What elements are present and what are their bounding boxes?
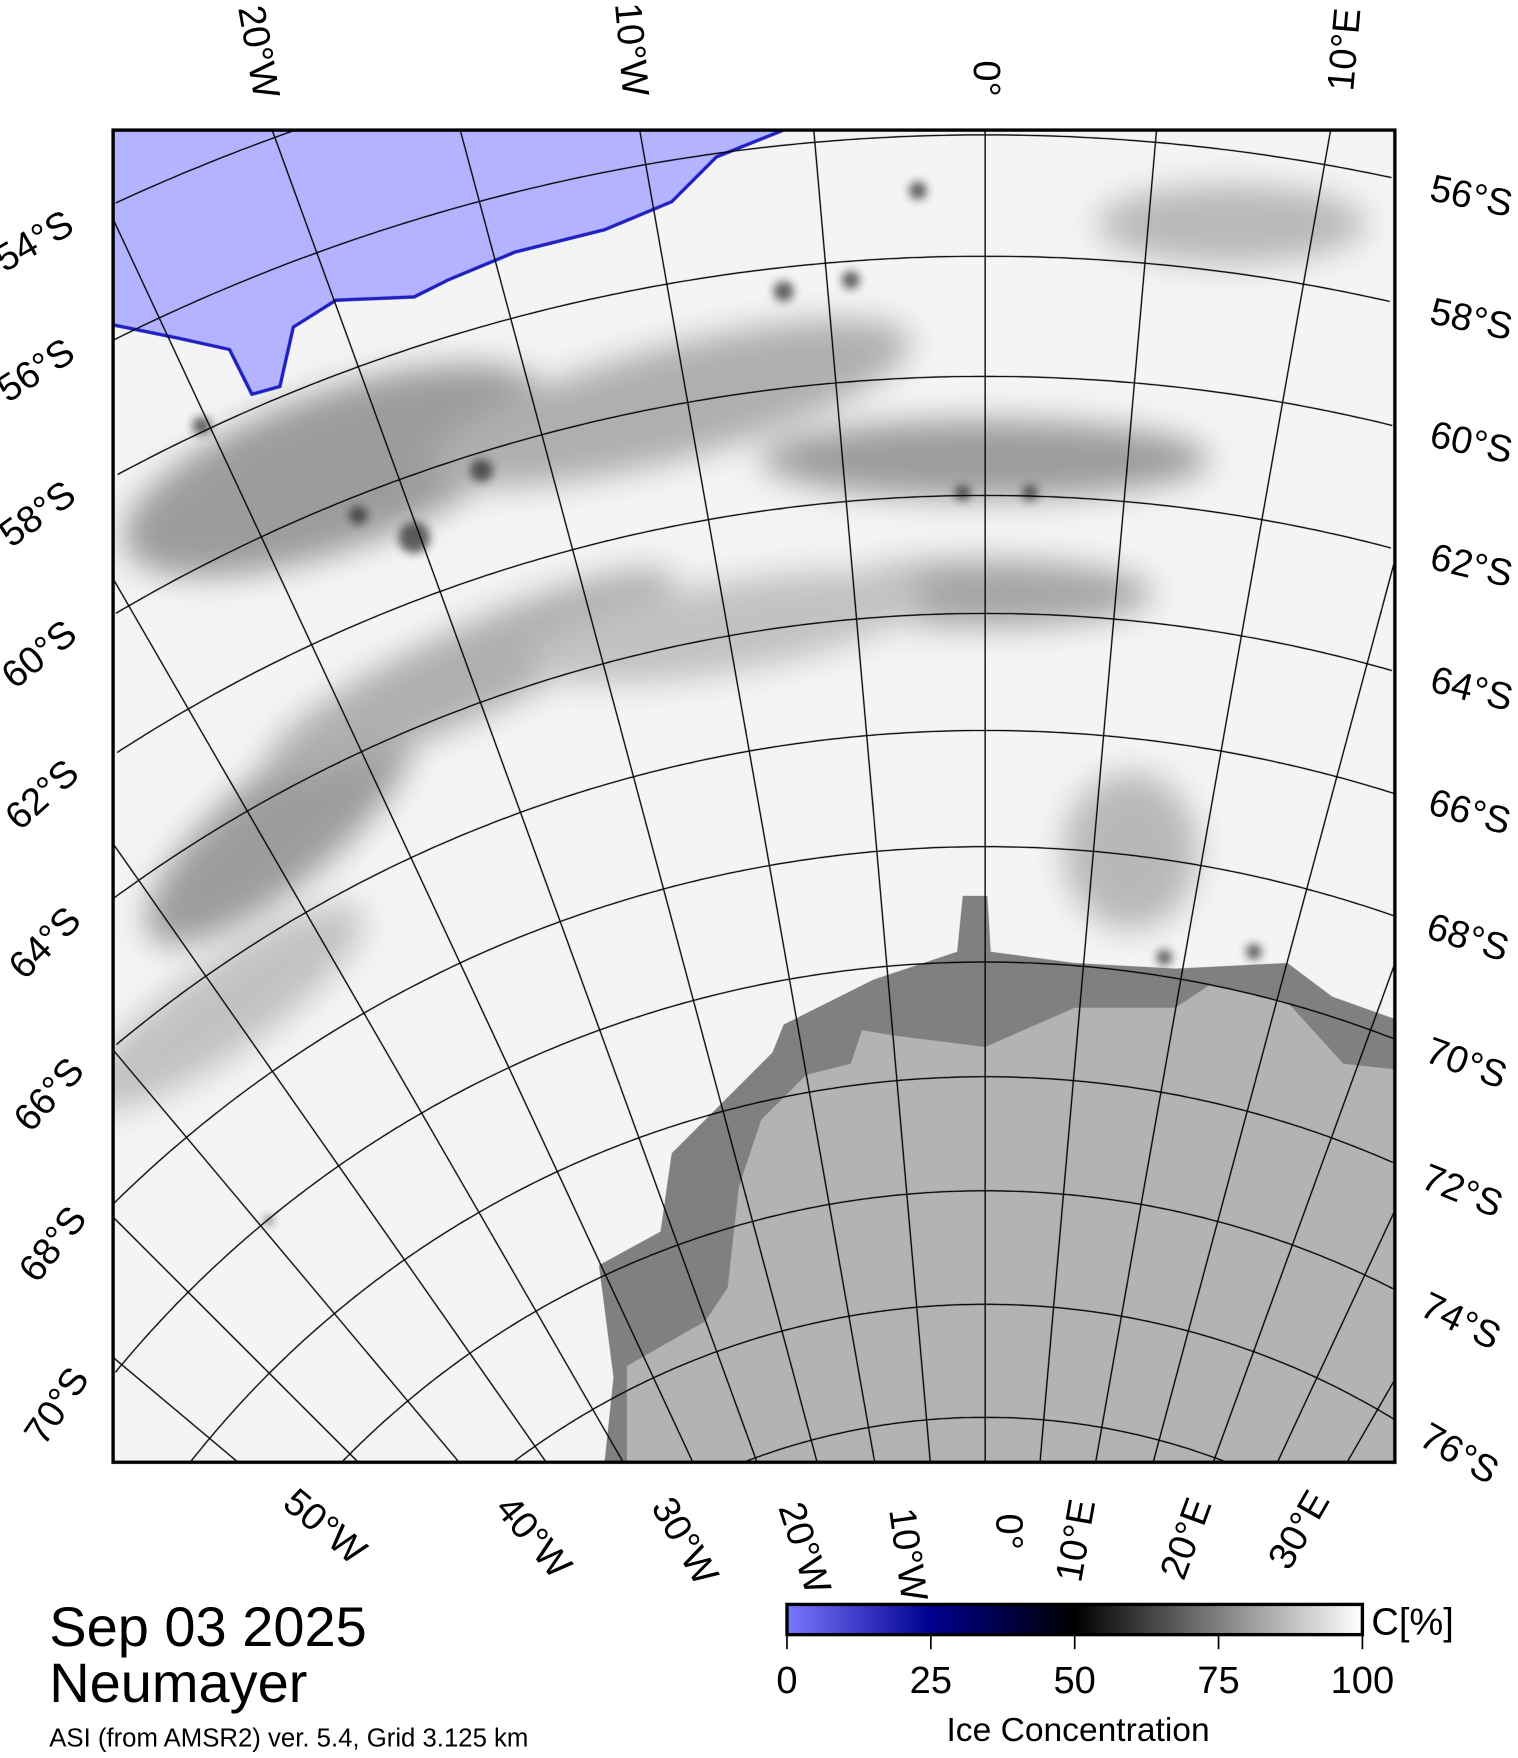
latitude-circle [114,961,1394,1373]
meridian-line [813,130,931,1463]
top-longitude-labels: 20°W 10°W 0° 10°E [229,1,1369,101]
colorbar-tick-label: 75 [1197,1660,1239,1702]
latitude-circle [113,612,1393,900]
lon-label: 20°W [770,1497,839,1599]
lon-label: 20°W [229,2,287,101]
right-latitude-labels: 56°S 58°S 60°S 62°S 64°S 66°S 68°S 70°S 72°S 74°S… [1413,168,1517,1493]
lat-label: 70°S [1420,1030,1512,1098]
latitude-circle [117,255,1390,476]
lat-label: 54°S [0,203,81,281]
lat-label: 68°S [1422,906,1514,970]
colorbar-legend: C[%] 0 25 50 75 100 Ice Concentration [776,1602,1453,1749]
lat-label: 62°S [1426,536,1516,596]
meridian-line [113,843,547,1463]
graticule [113,130,1395,1463]
lat-label: 76°S [1413,1415,1506,1493]
colorbar-tick-label: 25 [910,1660,952,1702]
meridian-line [1152,559,1395,1463]
latitude-circle [189,1076,1394,1463]
lat-label: 64°S [1426,659,1517,720]
meridian-line [113,1216,359,1463]
lat-label: 56°S [0,331,82,411]
lat-label: 60°S [0,612,85,697]
meridian-line [113,1356,239,1463]
land-region [626,985,1395,1463]
lat-label: 72°S [1416,1156,1509,1226]
colorbar-unit: C[%] [1371,1602,1453,1644]
lon-label: 20°E [1153,1493,1221,1585]
meridian-line [1094,130,1332,1463]
latitude-circle [115,375,1393,614]
meridian-line [1276,1210,1395,1463]
lon-label: 40°W [487,1488,579,1587]
lon-label: 50°W [275,1481,374,1573]
meridian-line [459,130,818,1463]
colorbar-tick-label: 100 [1331,1660,1394,1702]
colorbar-ticks [786,1634,1364,1650]
lat-label: 58°S [1426,291,1516,349]
latitude-circle [512,1303,1395,1463]
bottom-longitude-labels: 50°W 40°W 30°W 20°W 10°W 0° 10°E 20°E 30°E [275,1481,1338,1604]
lon-label: 0° [987,1513,1029,1549]
meridian-line [639,130,876,1463]
latitude-circle [113,845,1395,1204]
lat-label: 56°S [1426,168,1516,226]
lon-label: 10°E [1048,1496,1104,1585]
lon-label: 30°W [643,1490,726,1592]
lon-label: 0° [965,60,1007,96]
lon-label: 10°E [1320,6,1369,92]
left-latitude-labels: 54°S 56°S 58°S 60°S 62°S 64°S 66°S 68°S 70°S [0,203,98,1453]
date-title: Sep 03 2025 [49,1595,366,1658]
lat-label: 66°S [6,1050,93,1140]
meridian-line [271,130,758,1463]
colorbar-tick-label: 0 [776,1660,797,1702]
meridian-line [1346,1379,1395,1463]
lat-label: 70°S [17,1360,98,1452]
open-water-region [113,130,785,397]
lat-label: 58°S [0,473,84,556]
latitude-circle [113,134,1392,341]
latitude-circle [116,494,1392,754]
latitude-circle [341,1190,1394,1463]
lon-label: 10°W [880,1505,935,1603]
lat-label: 74°S [1414,1285,1507,1359]
data-source-note: ASI (from AMSR2) ver. 5.4, Grid 3.125 km [49,1725,528,1753]
lat-label: 60°S [1426,414,1516,472]
lon-label: 10°W [606,1,656,98]
meridian-line [1039,130,1158,1463]
lat-label: 68°S [11,1199,95,1290]
lat-label: 66°S [1424,782,1515,844]
colorbar-gradient [785,1602,1365,1637]
map-area [113,130,1395,1463]
lat-label: 62°S [0,752,87,839]
meridian-line [1212,963,1395,1463]
lon-label: 30°E [1260,1484,1338,1577]
latitude-circle [115,729,1394,1046]
meridian-line [113,578,624,1463]
colorbar-title: Ice Concentration [946,1712,1209,1749]
meridian-line [113,1049,460,1463]
latitude-circle [115,130,293,204]
map-frame [111,128,1397,1464]
colorbar-tick-label: 50 [1054,1660,1096,1702]
lat-label: 64°S [1,899,89,987]
meridian-line [113,218,694,1463]
station-name: Neumayer [49,1651,307,1714]
